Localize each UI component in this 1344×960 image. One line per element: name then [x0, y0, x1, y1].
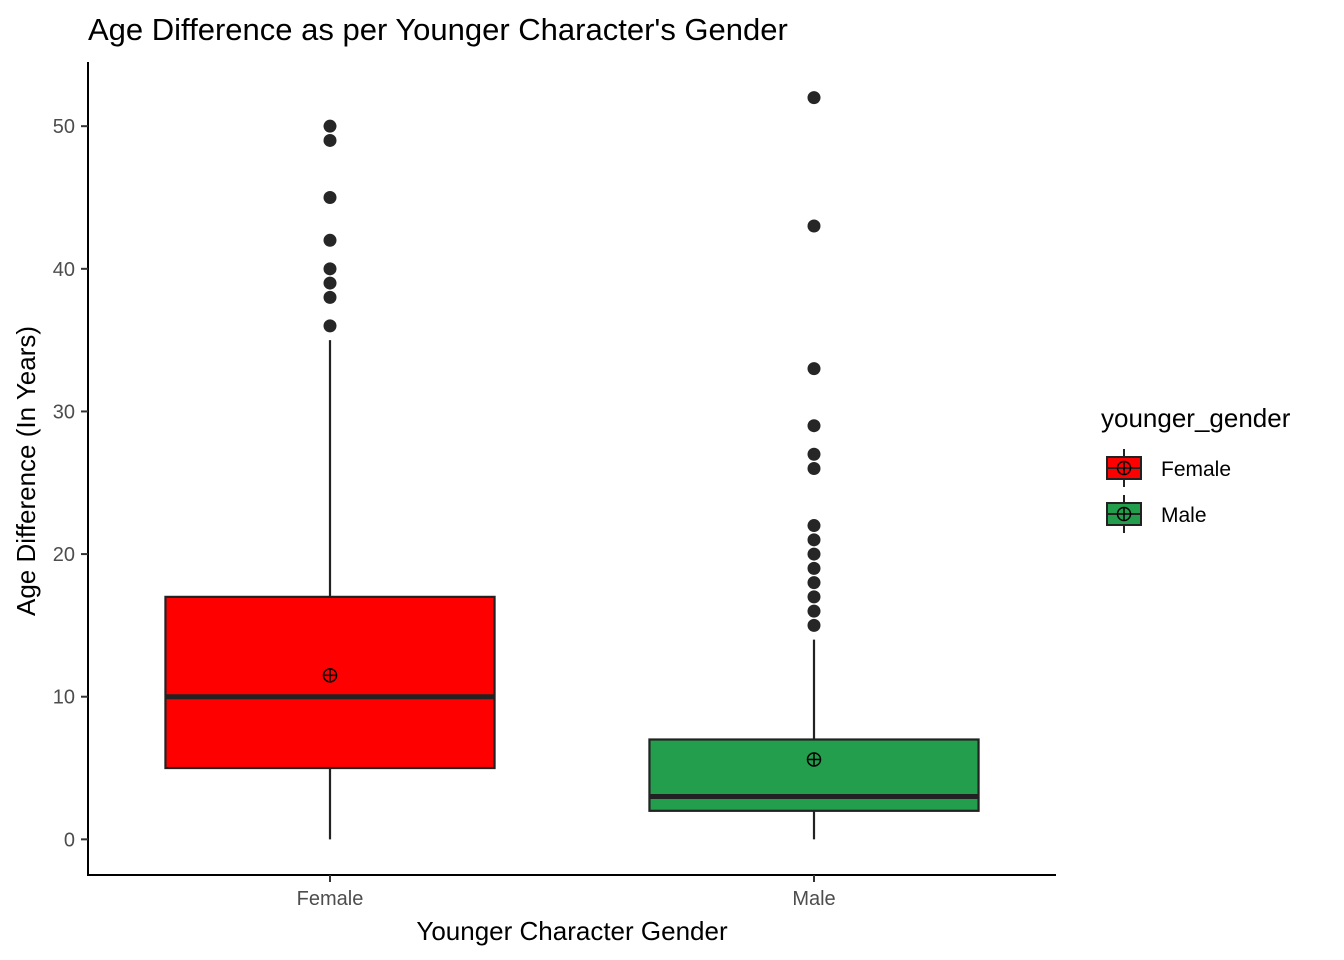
x-axis-title: Younger Character Gender — [416, 916, 728, 946]
outlier-point — [323, 191, 337, 204]
box-male — [648, 91, 980, 840]
outlier-point — [807, 618, 821, 632]
outlier-point — [807, 576, 821, 590]
outlier-point — [807, 533, 821, 547]
outlier-point — [323, 133, 337, 147]
y-tick-label: 0 — [64, 829, 75, 851]
outlier-point — [323, 262, 337, 276]
outlier-point — [807, 561, 821, 575]
y-axis-ticks: 0 10 20 30 40 50 — [53, 116, 88, 851]
y-tick-label: 50 — [53, 116, 75, 138]
plot-area — [164, 91, 980, 840]
box-female — [164, 119, 496, 840]
outlier-point — [807, 362, 821, 376]
chart-title: Age Difference as per Younger Character'… — [88, 12, 788, 47]
outlier-point — [807, 604, 821, 618]
outlier-point — [807, 547, 821, 561]
legend: younger_gender Female Male — [1101, 403, 1291, 533]
legend-label: Male — [1161, 504, 1207, 527]
y-axis-title: Age Difference (In Years) — [11, 326, 41, 616]
outlier-point — [323, 119, 337, 133]
outlier-point — [323, 290, 337, 304]
legend-key — [1106, 495, 1142, 533]
outlier-point — [323, 276, 337, 290]
outlier-point — [807, 219, 821, 233]
iqr-box — [648, 738, 980, 812]
x-tick-label: Female — [297, 888, 364, 910]
outlier-point — [807, 91, 821, 105]
outlier-point — [807, 462, 821, 475]
outlier-point — [807, 447, 821, 461]
outlier-point — [323, 319, 337, 333]
y-tick-label: 20 — [53, 544, 75, 566]
x-tick-label: Male — [792, 888, 835, 910]
outlier-point — [807, 419, 821, 433]
outlier-point — [807, 519, 821, 533]
outlier-point — [323, 233, 337, 247]
y-tick-label: 30 — [53, 401, 75, 423]
y-tick-label: 10 — [53, 687, 75, 709]
legend-key — [1106, 449, 1142, 487]
x-axis-ticks: Female Male — [297, 875, 836, 910]
legend-label: Female — [1161, 458, 1231, 481]
legend-title: younger_gender — [1101, 403, 1291, 433]
y-tick-label: 40 — [53, 259, 75, 281]
outlier-point — [807, 590, 821, 604]
